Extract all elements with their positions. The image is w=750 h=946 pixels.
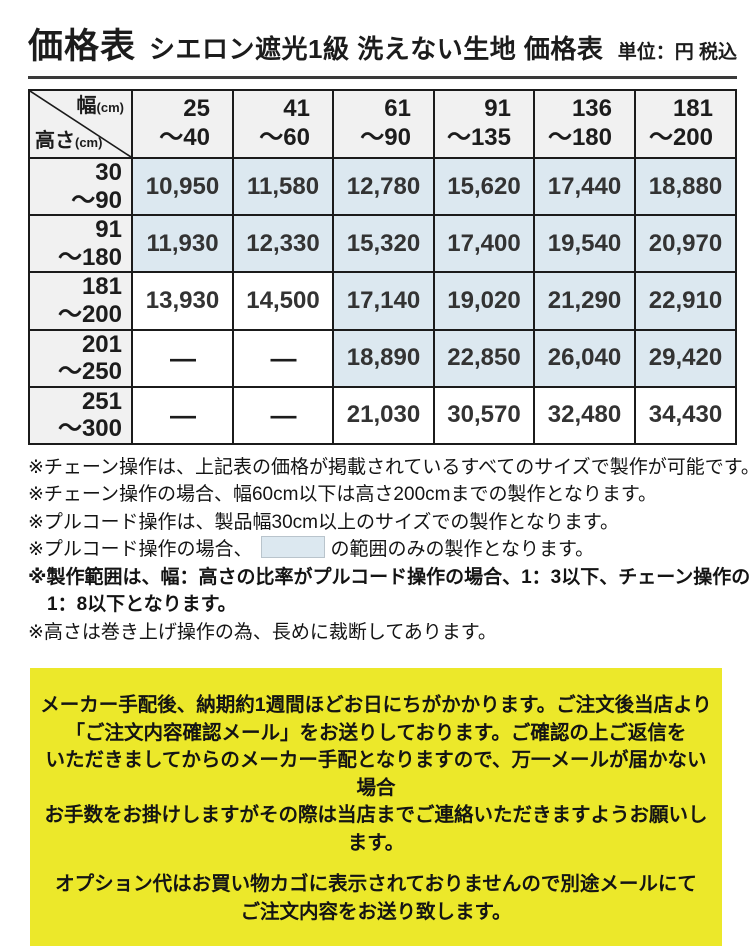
price-table-body: 30 ～90 10,950 11,580 12,780 15,620 17,440 18,8… xyxy=(28,156,737,445)
price-cell: 17,440 xyxy=(533,156,636,217)
price-cell: 22,850 xyxy=(433,328,535,388)
not-available-cell: — xyxy=(232,328,334,388)
table-row: 30 ～90 10,950 11,580 12,780 15,620 17,440 18,8… xyxy=(28,156,737,217)
price-cell: 13,930 xyxy=(131,271,234,331)
note-pullcord-range: ※プルコード操作の場合、 の範囲のみの製作となります。 xyxy=(28,536,737,564)
order-notice-box: メーカー手配後、納期約1週間ほどお日にちがかかります。ご注文後当店より 「ご注文… xyxy=(30,668,722,946)
row-header-height-range: 30 ～90 xyxy=(28,156,133,217)
price-cell: 21,290 xyxy=(533,271,636,331)
price-cell: 29,420 xyxy=(634,328,737,388)
width-axis-label: 幅(cm) xyxy=(76,95,124,117)
row-header-height-range: 201 ～250 xyxy=(28,328,133,388)
table-row: 91 ～180 11,930 12,330 15,320 17,400 19,540 20,… xyxy=(28,214,737,274)
price-cell: 10,950 xyxy=(131,156,234,217)
price-cell: 18,880 xyxy=(634,156,737,217)
page-title: 価格表 xyxy=(28,27,137,66)
price-cell: 14,500 xyxy=(232,271,334,331)
notice-option-fee-paragraph: オプション代はお買い物カゴに表示されておりませんので別途メールにて ご注文内容を… xyxy=(55,873,697,923)
price-cell: 17,400 xyxy=(433,214,535,274)
column-header-width-range: 25 ～40 xyxy=(131,89,234,159)
price-cell: 19,540 xyxy=(533,214,636,274)
title-bar: 価格表 シエロン遮光1級 洗えない生地 価格表 単位：円 税込 xyxy=(28,18,737,79)
price-table: 幅(cm) 高さ(cm) 25 ～40 41 ～60 61 ～90 91 ～13… xyxy=(28,89,737,445)
price-cell: 11,580 xyxy=(232,156,334,217)
note-ratio-limit-line2: 1：8以下となります。 xyxy=(47,594,237,616)
footnotes: ※チェーン操作は、上記表の価格が掲載されているすべてのサイズで製作が可能です。 … xyxy=(28,454,750,647)
price-cell: 17,140 xyxy=(332,271,435,331)
price-cell: 18,890 xyxy=(332,328,435,388)
column-header-width-range: 136 ～180 xyxy=(533,89,636,159)
price-cell: 11,930 xyxy=(131,214,234,274)
row-header-height-range: 181 ～200 xyxy=(28,271,133,331)
price-cell: 32,480 xyxy=(533,385,636,445)
not-available-cell: — xyxy=(131,385,234,445)
price-cell: 30,570 xyxy=(433,385,535,445)
table-row: 181 ～200 13,930 14,500 17,140 19,020 21,290 22… xyxy=(28,271,737,331)
column-header-width-range: 61 ～90 xyxy=(332,89,435,159)
price-cell: 12,330 xyxy=(232,214,334,274)
price-cell: 19,020 xyxy=(433,271,535,331)
not-available-cell: — xyxy=(131,328,234,388)
height-axis-label: 高さ(cm) xyxy=(35,130,103,152)
note-chain-all-sizes: ※チェーン操作は、上記表の価格が掲載されているすべてのサイズで製作が可能です。 xyxy=(28,456,750,478)
column-header-width-range: 41 ～60 xyxy=(232,89,334,159)
note-chain-width-limit: ※チェーン操作の場合、幅60cm以下は高さ200cmまでの製作となります。 xyxy=(28,484,657,506)
price-cell: 26,040 xyxy=(533,328,636,388)
column-header-width-range: 91 ～135 xyxy=(433,89,535,159)
column-header-width-range: 181 ～200 xyxy=(634,89,737,159)
product-subtitle: シエロン遮光1級 洗えない生地 価格表 xyxy=(149,34,604,64)
not-available-cell: — xyxy=(232,385,334,445)
price-cell: 15,620 xyxy=(433,156,535,217)
unit-label: 単位：円 税込 xyxy=(617,42,737,63)
row-header-height-range: 251 ～300 xyxy=(28,385,133,445)
table-row: 251 ～300— —21,030 30,570 32,480 34,430 xyxy=(28,385,737,445)
note-pullcord-range-after: の範囲のみの製作となります。 xyxy=(330,539,595,561)
price-cell: 20,970 xyxy=(634,214,737,274)
notice-delivery-paragraph: メーカー手配後、納期約1週間ほどお日にちがかかります。ご注文後当店より 「ご注文… xyxy=(40,694,712,854)
note-pullcord-min-width: ※プルコード操作は、製品幅30cm以上のサイズでの製作となります。 xyxy=(28,511,619,533)
note-pullcord-range-before: ※プルコード操作の場合、 xyxy=(28,539,253,561)
note-height-cut-longer: ※高さは巻き上げ操作の為、長めに裁断してあります。 xyxy=(28,621,497,643)
price-cell: 21,030 xyxy=(332,385,435,445)
highlight-range-swatch xyxy=(260,536,325,559)
price-cell: 12,780 xyxy=(332,156,435,217)
table-row: 201 ～250— —18,890 22,850 26,040 29,420 xyxy=(28,328,737,388)
corner-cell: 幅(cm) 高さ(cm) xyxy=(28,89,133,159)
price-cell: 22,910 xyxy=(634,271,737,331)
note-ratio-limit-line1: ※製作範囲は、幅：高さの比率がプルコード操作の場合、1：3以下、チェーン操作の場… xyxy=(28,566,750,588)
price-cell: 15,320 xyxy=(332,214,435,274)
price-cell: 34,430 xyxy=(634,385,737,445)
row-header-height-range: 91 ～180 xyxy=(28,214,133,274)
table-header-row: 幅(cm) 高さ(cm) 25 ～40 41 ～60 61 ～90 91 ～13… xyxy=(28,89,737,159)
diagonal-divider-line xyxy=(30,91,131,157)
